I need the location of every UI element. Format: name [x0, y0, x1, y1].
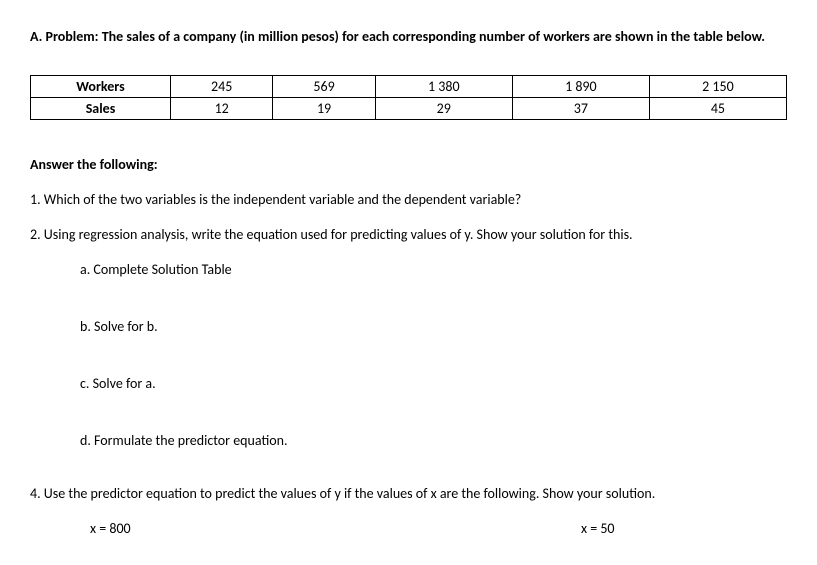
question-2a: a. Complete Solution Table: [80, 261, 787, 278]
question-2: 2. Using regression analysis, write the …: [30, 226, 787, 243]
table-cell: 245: [171, 76, 273, 98]
question-1: 1. Which of the two variables is the ind…: [30, 191, 787, 208]
table-cell: 2 150: [649, 76, 786, 98]
predict-value-1: x = 800: [30, 520, 409, 537]
row-header-workers: Workers: [31, 76, 171, 98]
question-4: 4. Use the predictor equation to predict…: [30, 485, 787, 502]
predict-values-row: x = 800 x = 50: [30, 520, 787, 537]
data-table: Workers 245 569 1 380 1 890 2 150 Sales …: [30, 75, 787, 120]
table-cell: 12: [171, 98, 273, 120]
question-2b: b. Solve for b.: [80, 318, 787, 335]
question-2d: d. Formulate the predictor equation.: [80, 432, 787, 449]
problem-statement: A. Problem: The sales of a company (in m…: [30, 28, 787, 45]
table-row: Sales 12 19 29 37 45: [31, 98, 787, 120]
table-cell: 569: [273, 76, 375, 98]
table-cell: 45: [649, 98, 786, 120]
table-cell: 29: [375, 98, 512, 120]
table-cell: 1 890: [512, 76, 649, 98]
table-row: Workers 245 569 1 380 1 890 2 150: [31, 76, 787, 98]
table-cell: 1 380: [375, 76, 512, 98]
table-cell: 19: [273, 98, 375, 120]
table-cell: 37: [512, 98, 649, 120]
predict-value-2: x = 50: [409, 520, 788, 537]
question-2c: c. Solve for a.: [80, 375, 787, 392]
row-header-sales: Sales: [31, 98, 171, 120]
answer-heading: Answer the following:: [30, 156, 787, 173]
